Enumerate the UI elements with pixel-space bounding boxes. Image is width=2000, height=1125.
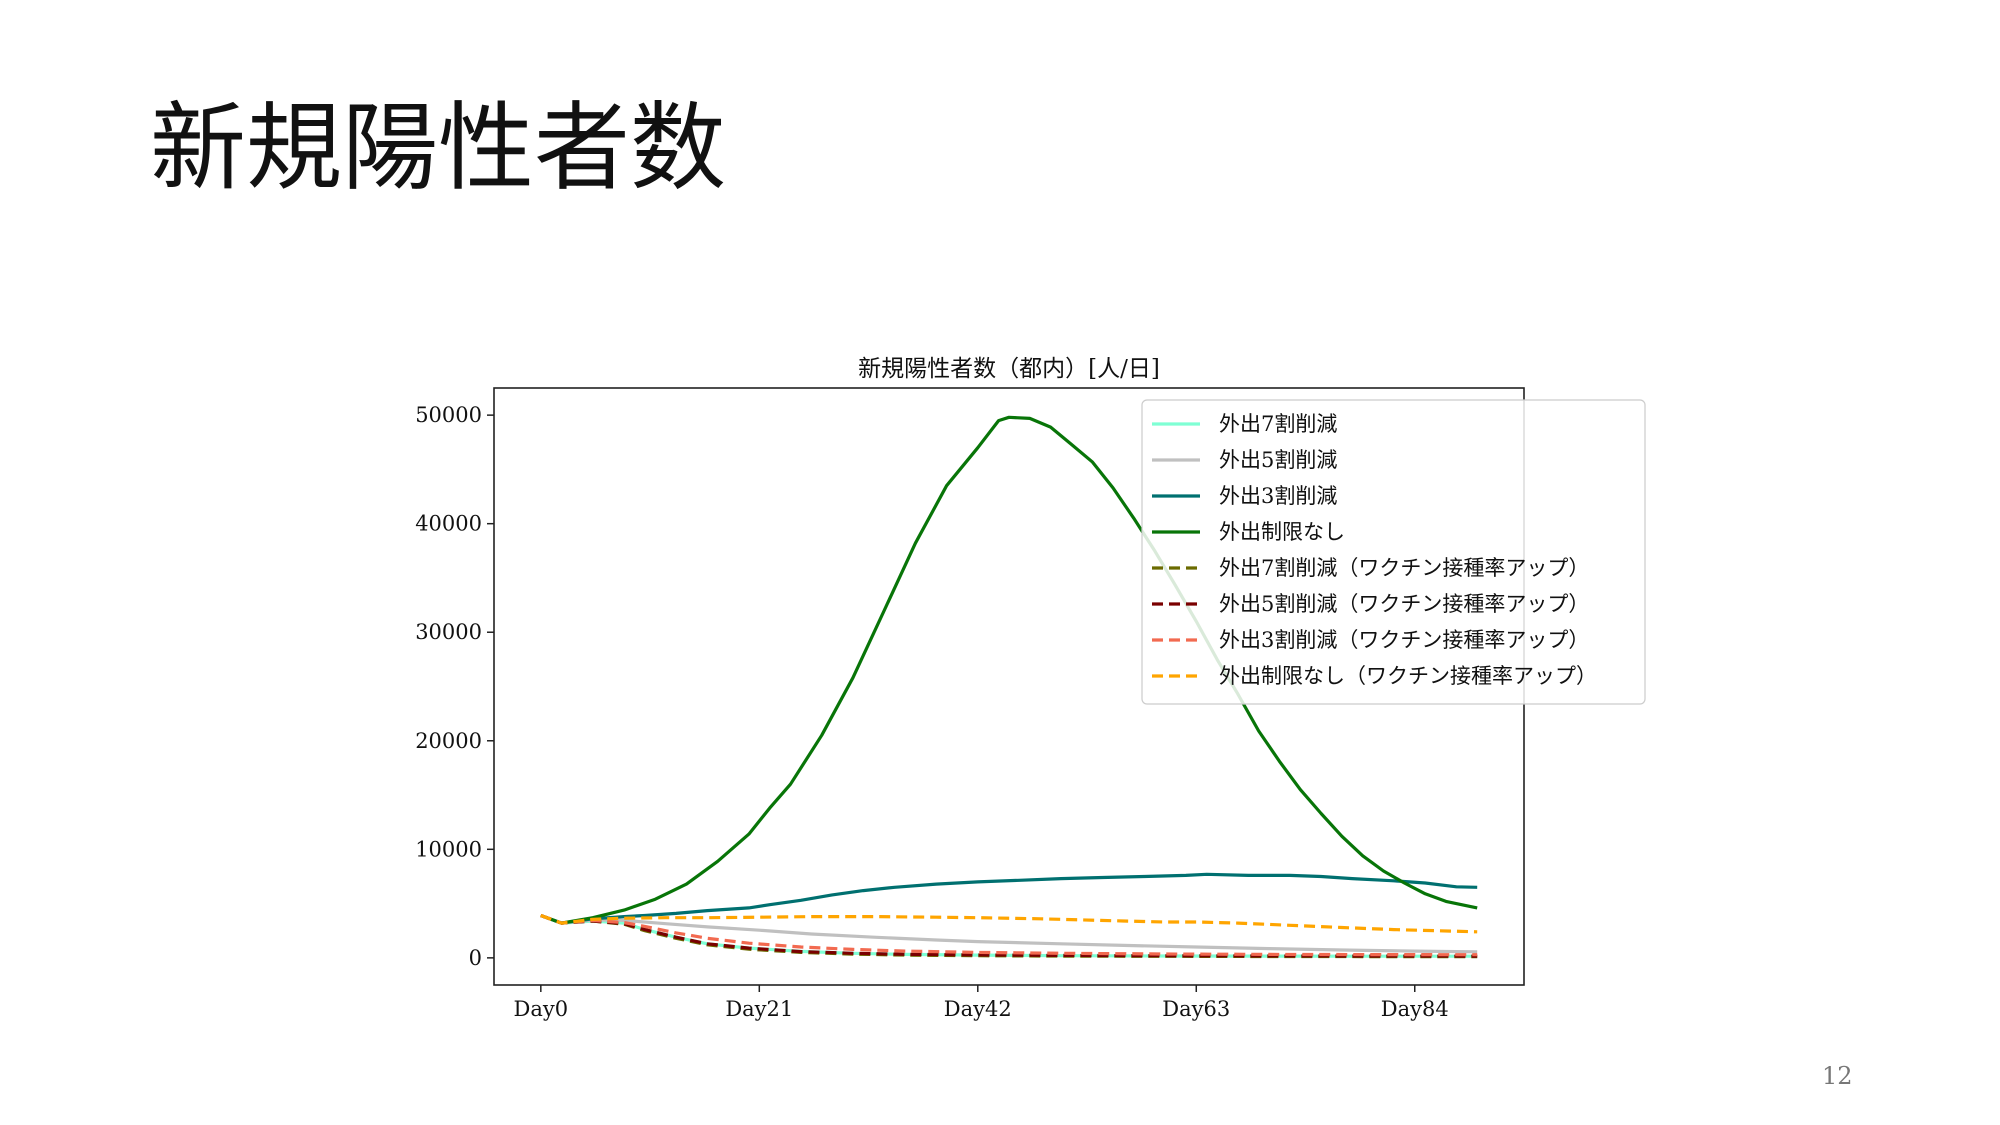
series-line-3 xyxy=(540,872,1478,925)
legend-label-7: 外出3割削減（ワクチン接種率アップ） xyxy=(1219,628,1589,652)
legend-label-3: 外出3割削減 xyxy=(1219,484,1337,508)
series-line-4 xyxy=(540,415,1478,925)
y-tick-label: 10000 xyxy=(415,837,482,861)
legend-label-1: 外出7割削減 xyxy=(1219,412,1337,436)
x-tick-label: Day84 xyxy=(1381,997,1449,1021)
legend-label-6: 外出5割削減（ワクチン接種率アップ） xyxy=(1219,592,1589,616)
chart-title: 新規陽性者数（都内）[人/日] xyxy=(858,356,1160,382)
x-tick-label: Day21 xyxy=(725,997,793,1021)
legend-box xyxy=(1141,399,1646,705)
series-line-7 xyxy=(540,913,1478,957)
series-line-2 xyxy=(540,913,1478,954)
y-tick-label: 40000 xyxy=(415,512,482,536)
y-tick-label: 50000 xyxy=(415,403,482,427)
x-tick-label: Day0 xyxy=(514,997,569,1021)
legend-label-2: 外出5割削減 xyxy=(1219,448,1337,472)
page-number: 12 xyxy=(1822,1062,1853,1090)
y-tick-label: 30000 xyxy=(415,620,482,644)
x-tick-label: Day42 xyxy=(944,997,1012,1021)
slide-title: 新規陽性者数 xyxy=(150,92,726,204)
series-line-8 xyxy=(540,913,1478,934)
legend-label-8: 外出制限なし（ワクチン接種率アップ） xyxy=(1219,664,1597,688)
legend-label-4: 外出制限なし xyxy=(1219,520,1345,544)
y-tick-label: 0 xyxy=(469,946,482,970)
legend-label-5: 外出7割削減（ワクチン接種率アップ） xyxy=(1219,556,1589,580)
y-tick-label: 20000 xyxy=(415,729,482,753)
x-tick-label: Day63 xyxy=(1162,997,1230,1021)
